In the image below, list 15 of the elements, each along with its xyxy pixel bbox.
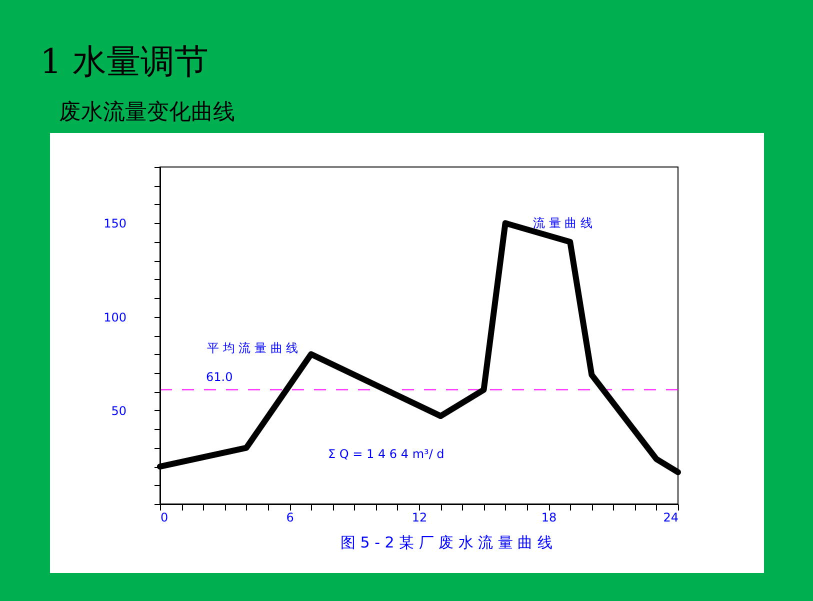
- chart-title: 1 水量调节: [40, 42, 208, 82]
- x-tick-label: 6: [286, 510, 294, 524]
- y-tick-label: 100: [104, 310, 126, 324]
- x-tick-label: 18: [541, 510, 557, 524]
- annotation: 流 量 曲 线: [533, 216, 592, 230]
- y-tick-label: 150: [104, 216, 126, 231]
- x-tick-label: 0: [160, 510, 168, 524]
- x-tick-label: 24: [663, 510, 678, 524]
- chart-subtitle: 废水流量变化曲线: [59, 100, 235, 125]
- x-axis-title: 图 5 - 2 某 厂 废 水 流 量 曲 线: [340, 534, 552, 552]
- annotation: 平 均 流 量 曲 线: [207, 341, 298, 355]
- ref-line-label: 61.0: [206, 370, 233, 384]
- y-tick-label: 50: [111, 404, 126, 418]
- x-tick-label: 12: [412, 510, 428, 524]
- annotation: Σ Q = 1 4 6 4 m³/ d: [328, 447, 444, 461]
